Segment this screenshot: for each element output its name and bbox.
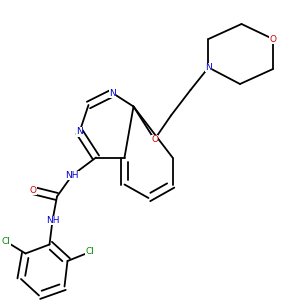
Text: N: N	[205, 63, 212, 72]
Text: O: O	[151, 135, 158, 144]
Text: Cl: Cl	[85, 248, 94, 256]
Text: Cl: Cl	[2, 237, 10, 246]
Text: N: N	[76, 128, 83, 136]
Text: O: O	[29, 186, 37, 195]
Text: NH: NH	[46, 216, 59, 225]
Text: NH: NH	[65, 171, 79, 180]
Text: N: N	[109, 88, 116, 98]
Text: O: O	[269, 34, 277, 43]
